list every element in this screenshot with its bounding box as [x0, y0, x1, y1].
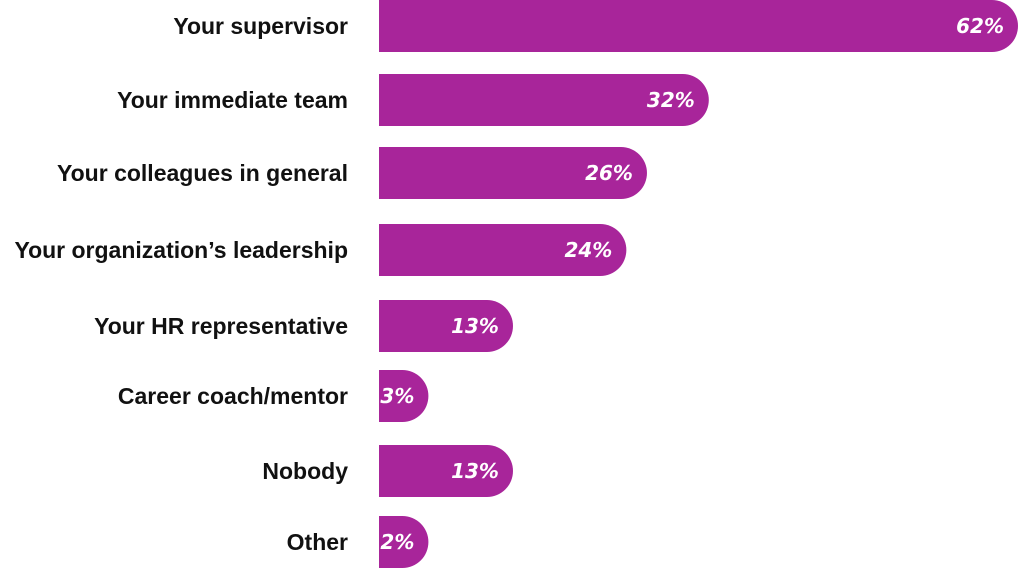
value-label-5: 13% — [451, 314, 499, 338]
bar-5 — [379, 300, 513, 352]
value-label-7: 13% — [451, 459, 499, 483]
bars-layer — [379, 0, 1018, 568]
category-label-6: Career coach/mentor — [118, 383, 348, 409]
bar-2 — [379, 74, 709, 126]
value-label-1: 62% — [956, 14, 1004, 38]
value-labels: 62% 32% 26% 24% 13% 3% 13% 2% — [380, 14, 1004, 554]
category-label-8: Other — [287, 529, 348, 555]
value-label-8: 2% — [380, 530, 414, 554]
category-label-1: Your supervisor — [173, 13, 348, 39]
bar-1 — [379, 0, 1018, 52]
bar-7 — [379, 445, 513, 497]
category-label-3: Your colleagues in general — [57, 160, 348, 186]
value-label-2: 32% — [647, 88, 695, 112]
category-label-4: Your organization’s leadership — [14, 237, 348, 263]
category-label-5: Your HR representative — [94, 313, 348, 339]
value-label-3: 26% — [585, 161, 633, 185]
value-label-6: 3% — [380, 384, 414, 408]
bar-6 — [379, 370, 429, 422]
bar-8 — [379, 516, 429, 568]
bar-3 — [379, 147, 647, 199]
value-label-4: 24% — [564, 238, 612, 262]
bar-4 — [379, 224, 627, 276]
category-label-2: Your immediate team — [117, 87, 348, 113]
category-label-7: Nobody — [262, 458, 348, 484]
category-labels: Your supervisor Your immediate team Your c… — [14, 13, 348, 555]
